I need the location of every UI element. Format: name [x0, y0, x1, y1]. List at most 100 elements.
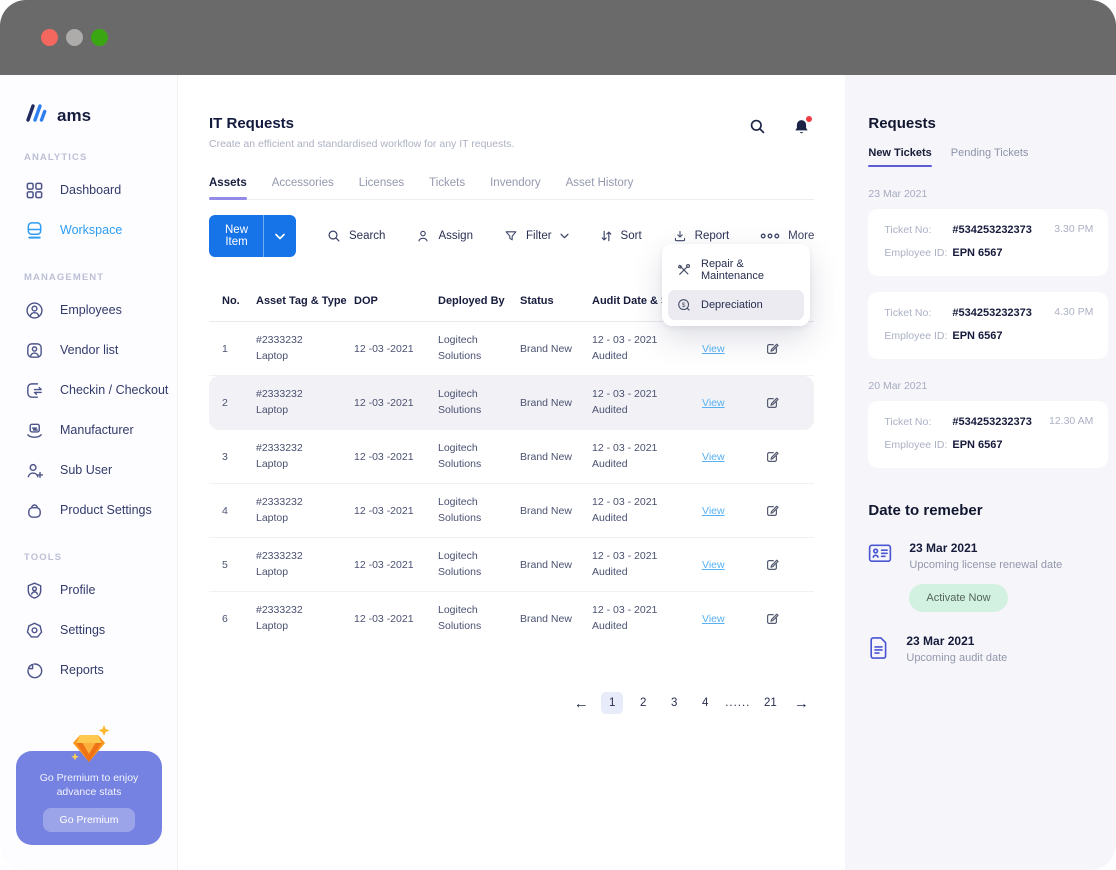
new-item-button[interactable]: New Item: [209, 215, 297, 257]
maximize-button[interactable]: [91, 29, 108, 46]
sidebar-item-vendor-list[interactable]: Vendor list: [24, 330, 177, 370]
requests-title: Requests: [868, 115, 936, 132]
tab-accessories[interactable]: Accessories: [272, 177, 334, 199]
menu-item-depreciation[interactable]: $ Depreciation: [668, 290, 804, 320]
activate-now-button[interactable]: Activate Now: [909, 584, 1008, 612]
employee-id-value: EPN 6567: [952, 247, 1003, 259]
deployed-by-cell: Logitech Solutions: [438, 387, 482, 416]
row-number: 5: [222, 558, 228, 571]
table-row[interactable]: 3 #2333232 Laptop 12 -03 -2021 Logitech So…: [209, 430, 815, 484]
minimize-button[interactable]: [66, 29, 83, 46]
page-button-4[interactable]: 4: [694, 692, 716, 714]
tab-asset-history[interactable]: Asset History: [566, 177, 634, 199]
next-page-arrow[interactable]: →: [790, 692, 812, 714]
audit-cell: 12 - 03 - 2021 Audited: [592, 603, 658, 632]
edit-button[interactable]: [764, 503, 798, 519]
page-button-21[interactable]: 21: [759, 692, 781, 714]
section-label-analytics: ANALYTICS: [24, 152, 88, 163]
sidebar-item-sub-user[interactable]: Sub User: [24, 450, 177, 490]
audit-cell: 12 - 03 - 2021 Audited: [592, 441, 658, 470]
reports-pie-icon: [24, 660, 45, 681]
logo-icon: [24, 103, 48, 128]
sidebar-item-manufacturer[interactable]: Manufacturer: [24, 410, 177, 450]
view-link[interactable]: View: [702, 504, 725, 517]
ticket-card[interactable]: Ticket No: #534253232373 Employee ID: EP…: [868, 401, 1109, 468]
sidebar-item-workspace[interactable]: Workspace: [24, 210, 177, 250]
sort-button[interactable]: Sort: [600, 229, 642, 243]
sidebar-item-dashboard[interactable]: Dashboard: [24, 170, 177, 210]
status-cell: Brand New: [520, 396, 572, 409]
tab-invendory[interactable]: Invendory: [490, 177, 541, 199]
sort-label: Sort: [620, 230, 642, 242]
reminder-description: Upcoming audit date: [906, 652, 1008, 664]
row-number: 6: [222, 612, 228, 625]
audit-cell: 12 - 03 - 2021 Audited: [592, 549, 658, 578]
sidebar-item-label: Workspace: [60, 223, 123, 237]
go-premium-button[interactable]: Go Premium: [42, 808, 136, 832]
tab-licenses[interactable]: Licenses: [359, 177, 404, 199]
table-row[interactable]: 4 #2333232 Laptop 12 -03 -2021 Logitech So…: [209, 484, 815, 538]
report-button[interactable]: Report: [673, 229, 729, 243]
table-row[interactable]: 6 #2333232 Laptop 12 -03 -2021 Logitech So…: [209, 592, 814, 646]
edit-button[interactable]: [764, 395, 798, 411]
table-row[interactable]: 5 #2333232 Laptop 12 -03 -2021 Logitech So…: [209, 538, 815, 592]
notifications-bell-icon[interactable]: [793, 116, 813, 139]
tab-pending-tickets[interactable]: Pending Tickets: [951, 147, 1029, 167]
search-button[interactable]: Search: [327, 229, 385, 243]
toolbar: New Item Search Assign: [209, 215, 814, 257]
page-button-1[interactable]: 1: [601, 692, 624, 714]
ticket-no-label: Ticket No:: [884, 416, 932, 428]
requests-tabs: New Tickets Pending Tickets: [868, 147, 1108, 167]
edit-button[interactable]: [764, 611, 798, 627]
employees-icon: [24, 300, 45, 321]
edit-button[interactable]: [764, 557, 798, 573]
menu-item-repair-maintenance[interactable]: Repair & Maintenance: [668, 250, 804, 290]
deployed-by-cell: Logitech Solutions: [438, 441, 482, 470]
edit-button[interactable]: [764, 449, 798, 465]
sidebar-item-checkin-checkout[interactable]: Checkin / Checkout: [24, 370, 177, 410]
page-button-2[interactable]: 2: [632, 692, 654, 714]
view-link[interactable]: View: [702, 396, 725, 409]
dop-cell: 12 -03 -2021: [354, 504, 414, 517]
filter-button[interactable]: Filter: [504, 229, 569, 243]
reminder-item: 23 Mar 2021 Upcoming license renewal dat…: [868, 541, 1108, 612]
page-button-3[interactable]: 3: [663, 692, 685, 714]
filter-funnel-icon: [504, 229, 518, 243]
prev-page-arrow[interactable]: ←: [570, 692, 592, 714]
close-button[interactable]: [41, 29, 58, 46]
tab-tickets[interactable]: Tickets: [429, 177, 465, 199]
more-button[interactable]: More: [760, 230, 814, 242]
filter-label: Filter: [525, 230, 552, 242]
sidebar-item-settings[interactable]: Settings: [24, 610, 177, 650]
page-subtitle: Create an efficient and standardised wor…: [209, 138, 515, 150]
search-icon[interactable]: [749, 118, 766, 138]
assign-button[interactable]: Assign: [416, 229, 473, 243]
status-cell: Brand New: [520, 450, 572, 463]
sidebar-item-employees[interactable]: Employees: [24, 290, 177, 330]
sidebar: ams ANALYTICS Dashboard: [0, 75, 178, 870]
view-link[interactable]: View: [702, 612, 725, 625]
chevron-down-icon[interactable]: [263, 215, 296, 257]
sidebar-item-profile[interactable]: Profile: [24, 570, 177, 610]
view-link[interactable]: View: [702, 342, 725, 355]
sidebar-item-product-settings[interactable]: Product Settings: [24, 490, 177, 530]
view-link[interactable]: View: [702, 558, 725, 571]
tab-new-tickets[interactable]: New Tickets: [868, 147, 933, 167]
employee-id-value: EPN 6567: [952, 330, 1003, 342]
ticket-card[interactable]: Ticket No: #534253232373 Employee ID: EP…: [868, 292, 1109, 359]
dashboard-icon: [24, 180, 45, 201]
sidebar-item-reports[interactable]: Reports: [24, 650, 177, 690]
table-row-selected[interactable]: 2 #2333232 Laptop 12 -03 -2021 Logitech So…: [209, 376, 815, 430]
employee-id-label: Employee ID:: [884, 439, 948, 451]
workspace-icon: [24, 220, 45, 241]
edit-button[interactable]: [764, 341, 798, 357]
premium-text-line2: advance stats: [56, 785, 122, 798]
tab-assets[interactable]: Assets: [209, 177, 247, 200]
asset-tag-type-cell: #2333232 Laptop: [256, 441, 303, 470]
table-row[interactable]: 1 #2333232 Laptop 12 -03 -2021 Logitech So…: [209, 322, 815, 376]
employee-id-label: Employee ID:: [884, 330, 948, 342]
ticket-card[interactable]: Ticket No: #534253232373 Employee ID: EP…: [868, 209, 1109, 276]
view-link[interactable]: View: [702, 450, 725, 463]
reminder-item: 23 Mar 2021 Upcoming audit date: [868, 634, 1108, 665]
